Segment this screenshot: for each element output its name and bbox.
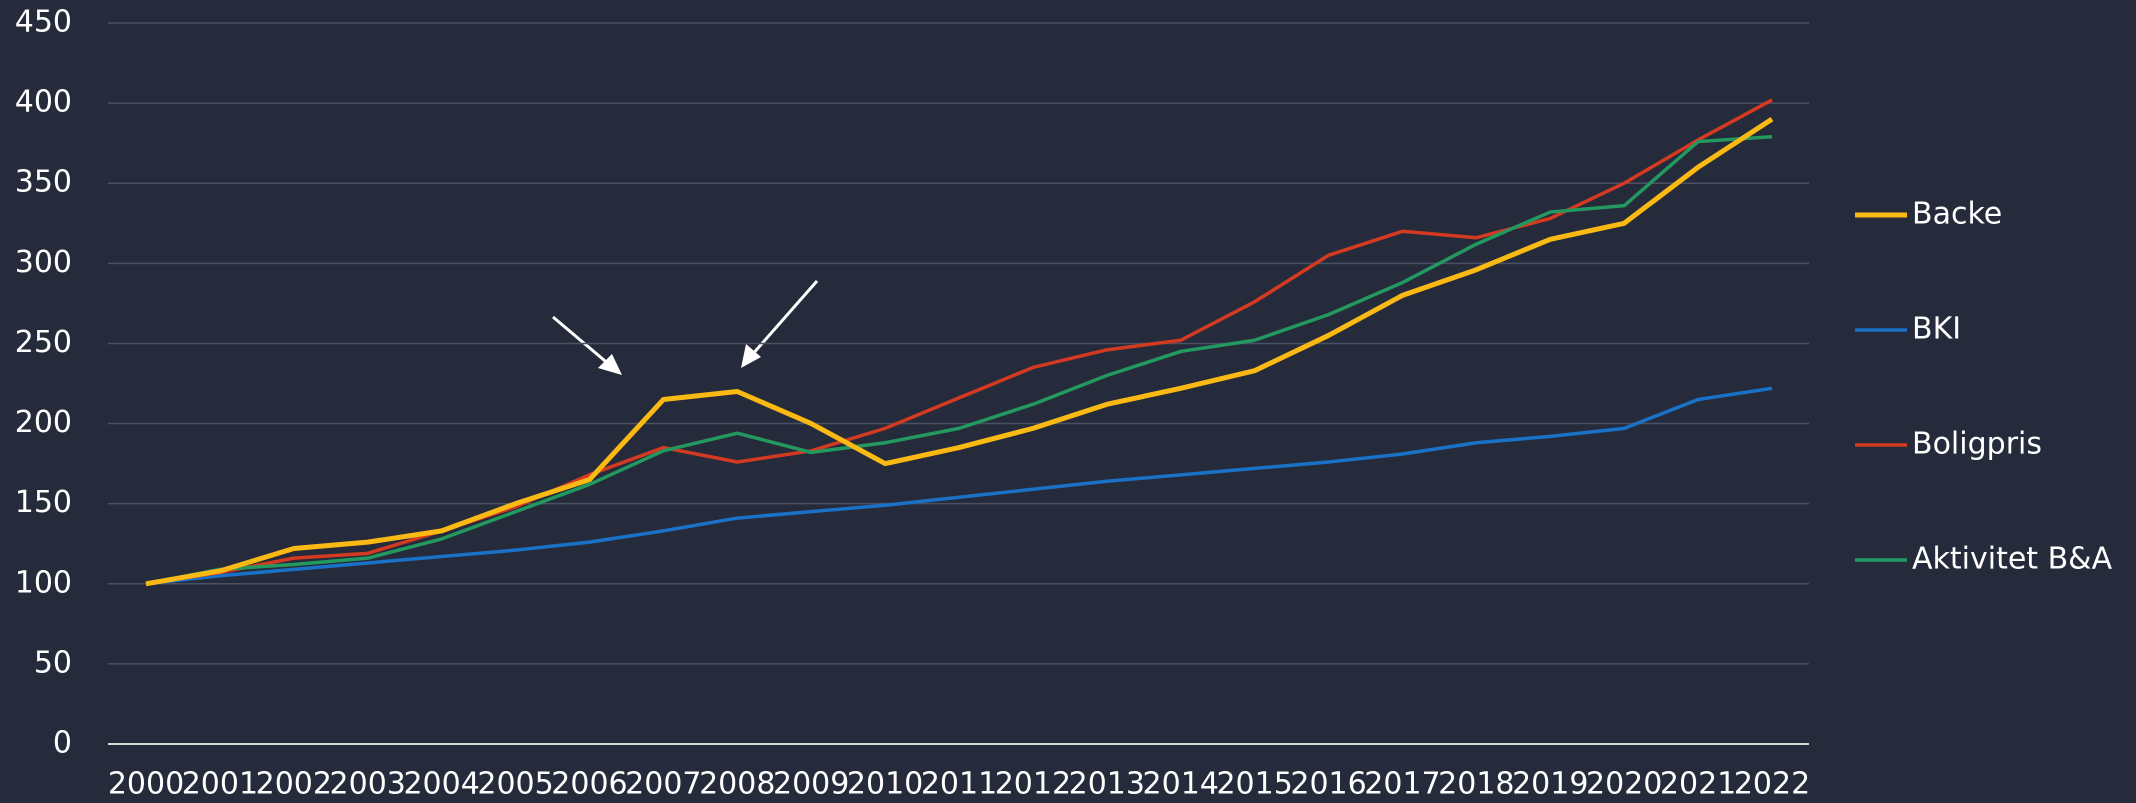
x-tick-label: 2020 — [1586, 767, 1662, 800]
x-tick-label: 2005 — [477, 767, 553, 800]
legend-label: Aktivitet B&A — [1912, 542, 2113, 577]
legend-label: Backe — [1912, 197, 2002, 232]
y-tick-label: 250 — [15, 325, 72, 360]
x-tick-label: 2001 — [182, 767, 258, 800]
x-tick-label: 2021 — [1660, 767, 1736, 800]
x-tick-label: 2000 — [108, 767, 184, 800]
x-tick-label: 2016 — [1290, 767, 1366, 800]
arrow-head — [598, 354, 622, 375]
y-tick-label: 200 — [15, 405, 72, 440]
x-tick-label: 2019 — [1512, 767, 1588, 800]
line-series — [145, 135, 1773, 586]
legend-label: Boligpris — [1912, 427, 2042, 462]
x-tick-label: 2014 — [1143, 767, 1219, 800]
x-tick-label: 2017 — [1364, 767, 1440, 800]
x-tick-label: 2009 — [773, 767, 849, 800]
x-tick-label: 2003 — [330, 767, 406, 800]
x-tick-label: 2012 — [995, 767, 1071, 800]
arrow-head — [741, 344, 761, 368]
x-tick-label: 2006 — [551, 767, 627, 800]
x-tick-label: 2004 — [403, 767, 479, 800]
x-tick-label: 2022 — [1734, 767, 1810, 800]
line-series — [145, 386, 1773, 586]
x-tick-label: 2018 — [1438, 767, 1514, 800]
x-tick-label: 2007 — [625, 767, 701, 800]
y-tick-label: 400 — [15, 85, 72, 120]
legend-label: BKI — [1912, 312, 1961, 347]
arrow — [552, 315, 612, 368]
y-tick-label: 300 — [15, 245, 72, 280]
y-tick-label: 100 — [15, 565, 72, 600]
line-series — [145, 117, 1774, 587]
y-tick-label: 0 — [53, 726, 72, 761]
x-tick-label: 2013 — [1069, 767, 1145, 800]
x-tick-label: 2008 — [699, 767, 775, 800]
x-tick-label: 2011 — [921, 767, 997, 800]
y-tick-label: 150 — [15, 485, 72, 520]
line-series — [145, 98, 1773, 586]
y-tick-label: 350 — [15, 165, 72, 200]
y-tick-label: 450 — [15, 5, 72, 40]
x-tick-label: 2002 — [256, 767, 332, 800]
annotation-arrows — [552, 280, 819, 375]
x-tick-label: 2010 — [847, 767, 923, 800]
x-tick-label: 2015 — [1216, 767, 1292, 800]
y-tick-label: 50 — [34, 645, 72, 680]
